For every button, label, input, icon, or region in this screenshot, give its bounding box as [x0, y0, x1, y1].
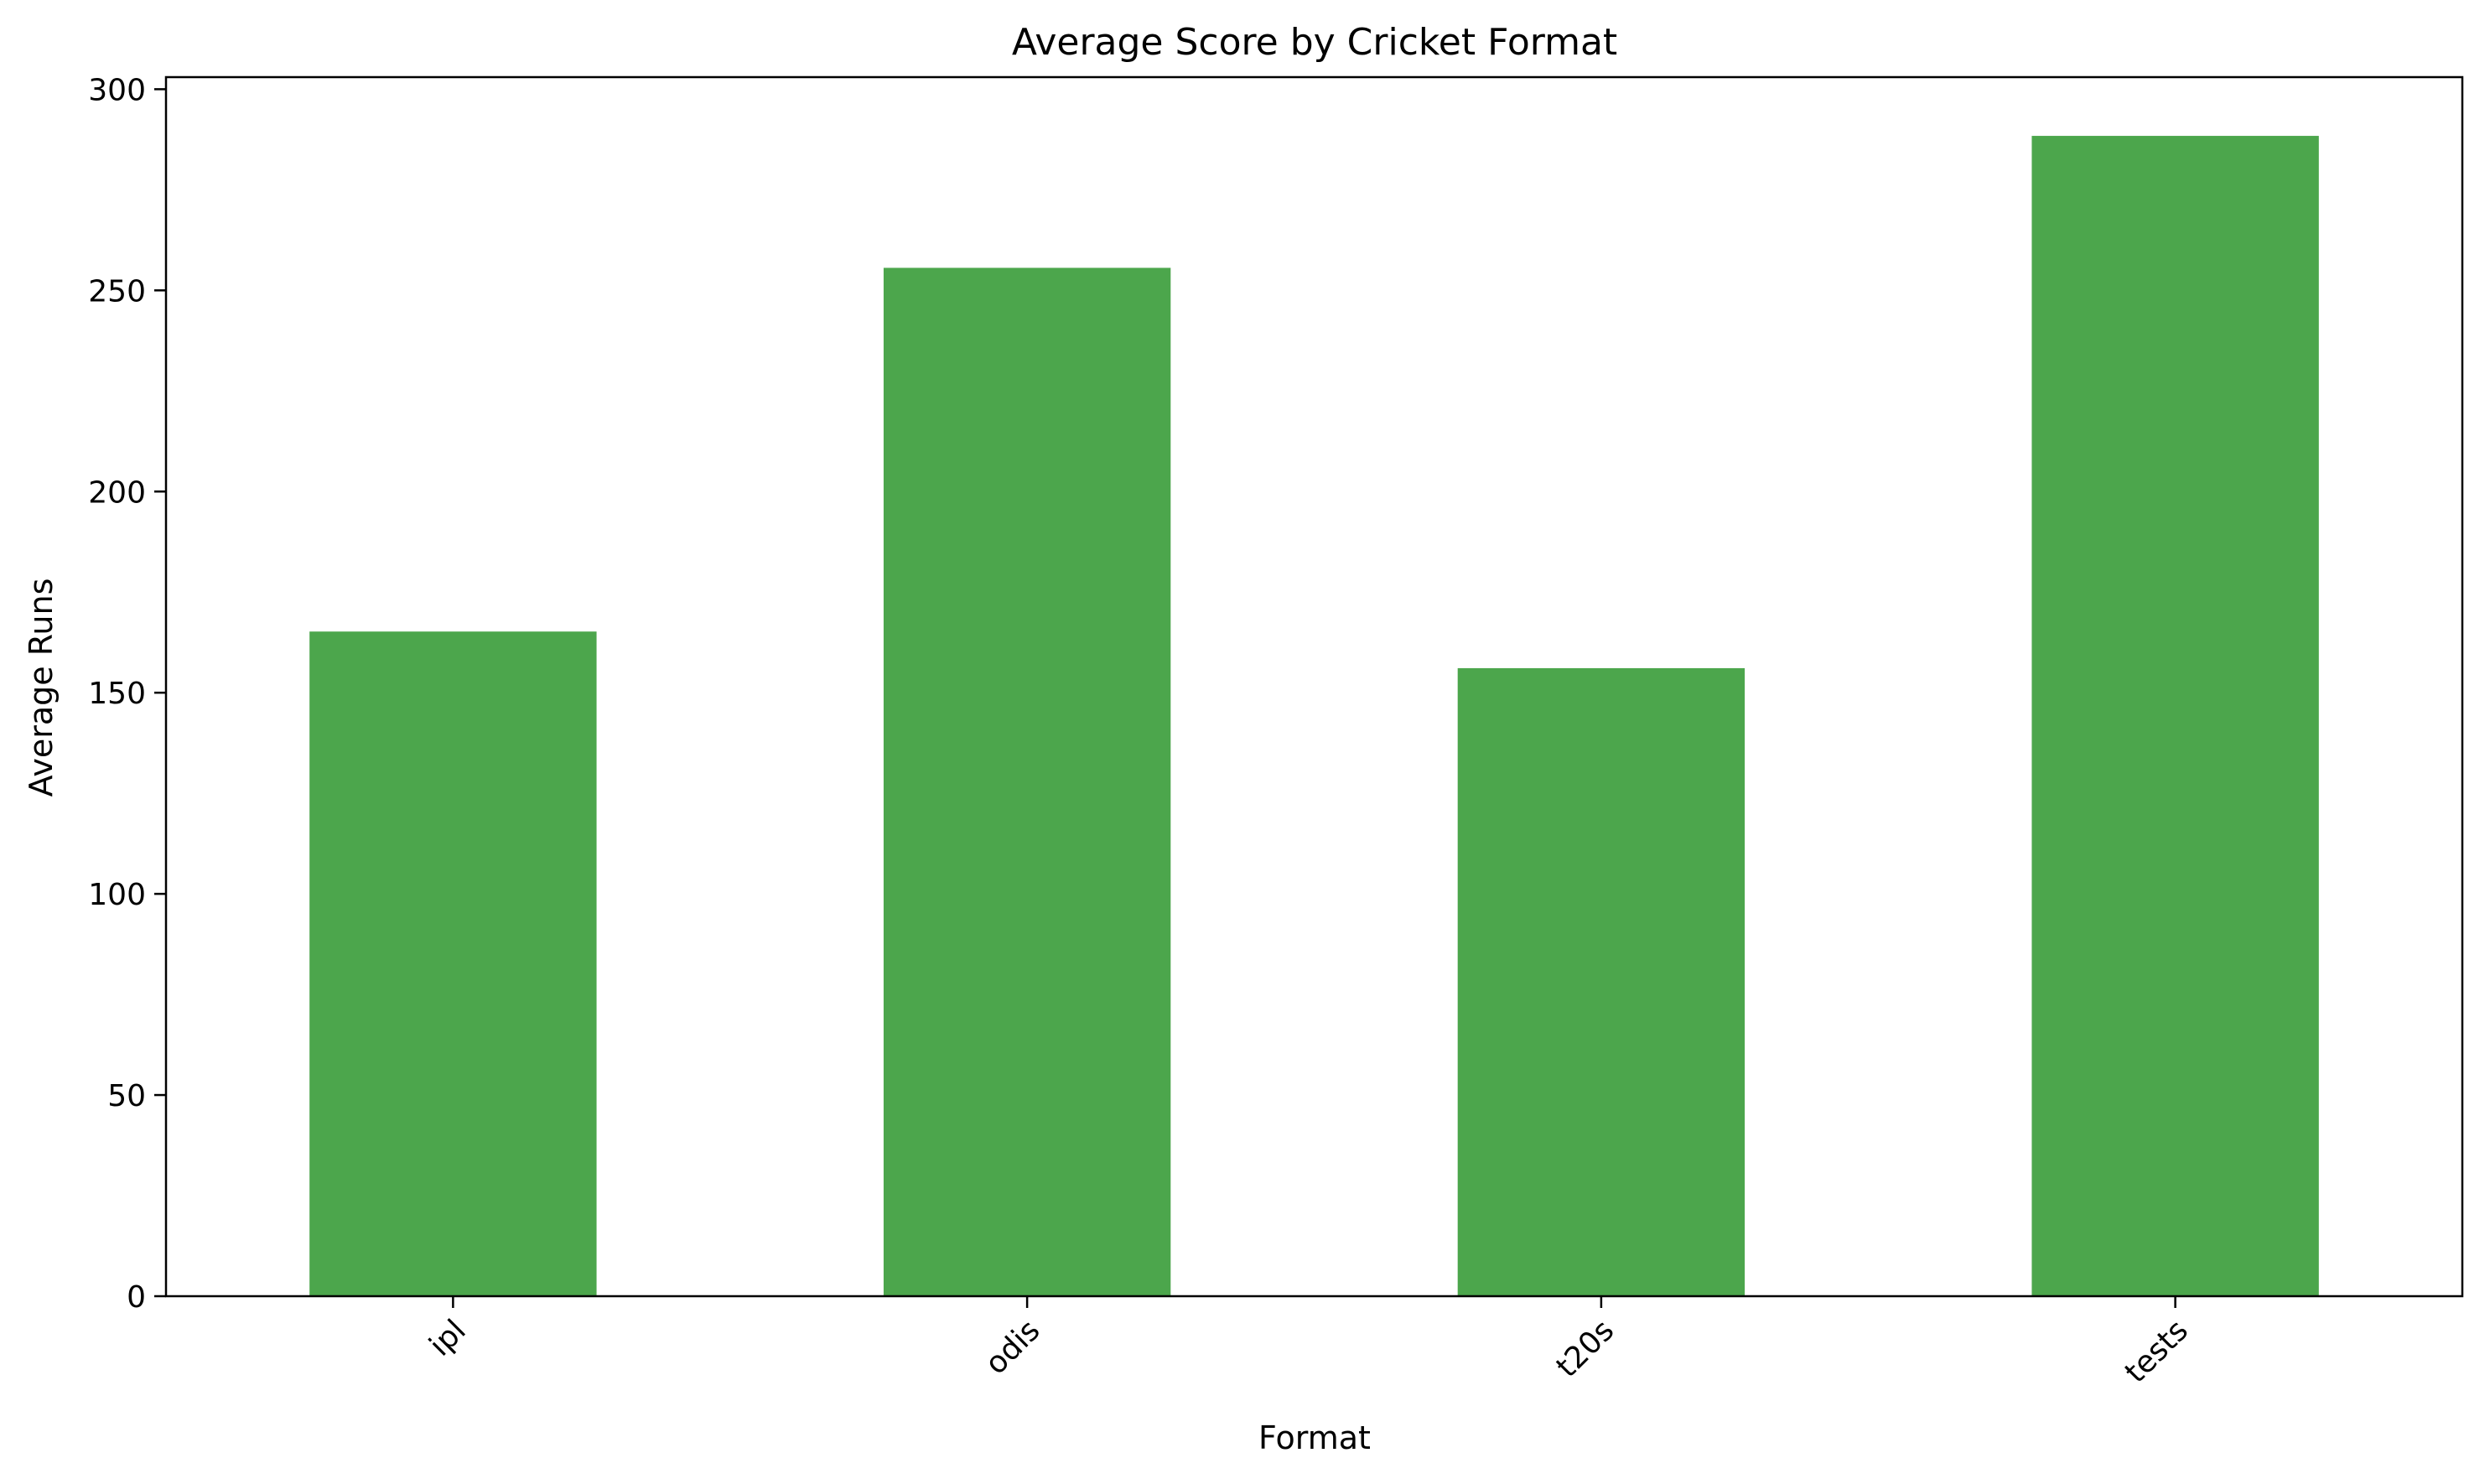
bar-tests [2031, 136, 2319, 1296]
x-tick-label-ipl: ipl [423, 1313, 473, 1362]
y-tick-label: 100 [88, 878, 146, 912]
x-axis-label: Format [1258, 1419, 1371, 1456]
x-tick-label-odis: odis [978, 1313, 1046, 1381]
chart-title: Average Score by Cricket Format [1012, 21, 1617, 64]
bar-t20s [1457, 667, 1746, 1296]
y-tick-label: 0 [127, 1280, 146, 1315]
y-tick-label: 50 [107, 1079, 146, 1113]
y-tick-label: 150 [88, 677, 146, 711]
y-tick-label: 200 [88, 475, 146, 510]
bars-layer [309, 136, 2319, 1297]
y-tick-label: 300 [88, 73, 146, 107]
plot-frame [164, 75, 2464, 1298]
y-tick-label: 250 [88, 274, 146, 309]
bar-odis [883, 267, 1171, 1297]
bar-ipl [309, 631, 597, 1296]
y-axis-label: Average Runs [23, 579, 60, 797]
x-axis: ipl odis t20s tests [423, 1296, 2195, 1390]
x-tick-label-tests: tests [2119, 1313, 2195, 1389]
y-axis: 0 50 100 150 200 250 300 [88, 73, 166, 1315]
x-tick-label-t20s: t20s [1550, 1313, 1621, 1384]
